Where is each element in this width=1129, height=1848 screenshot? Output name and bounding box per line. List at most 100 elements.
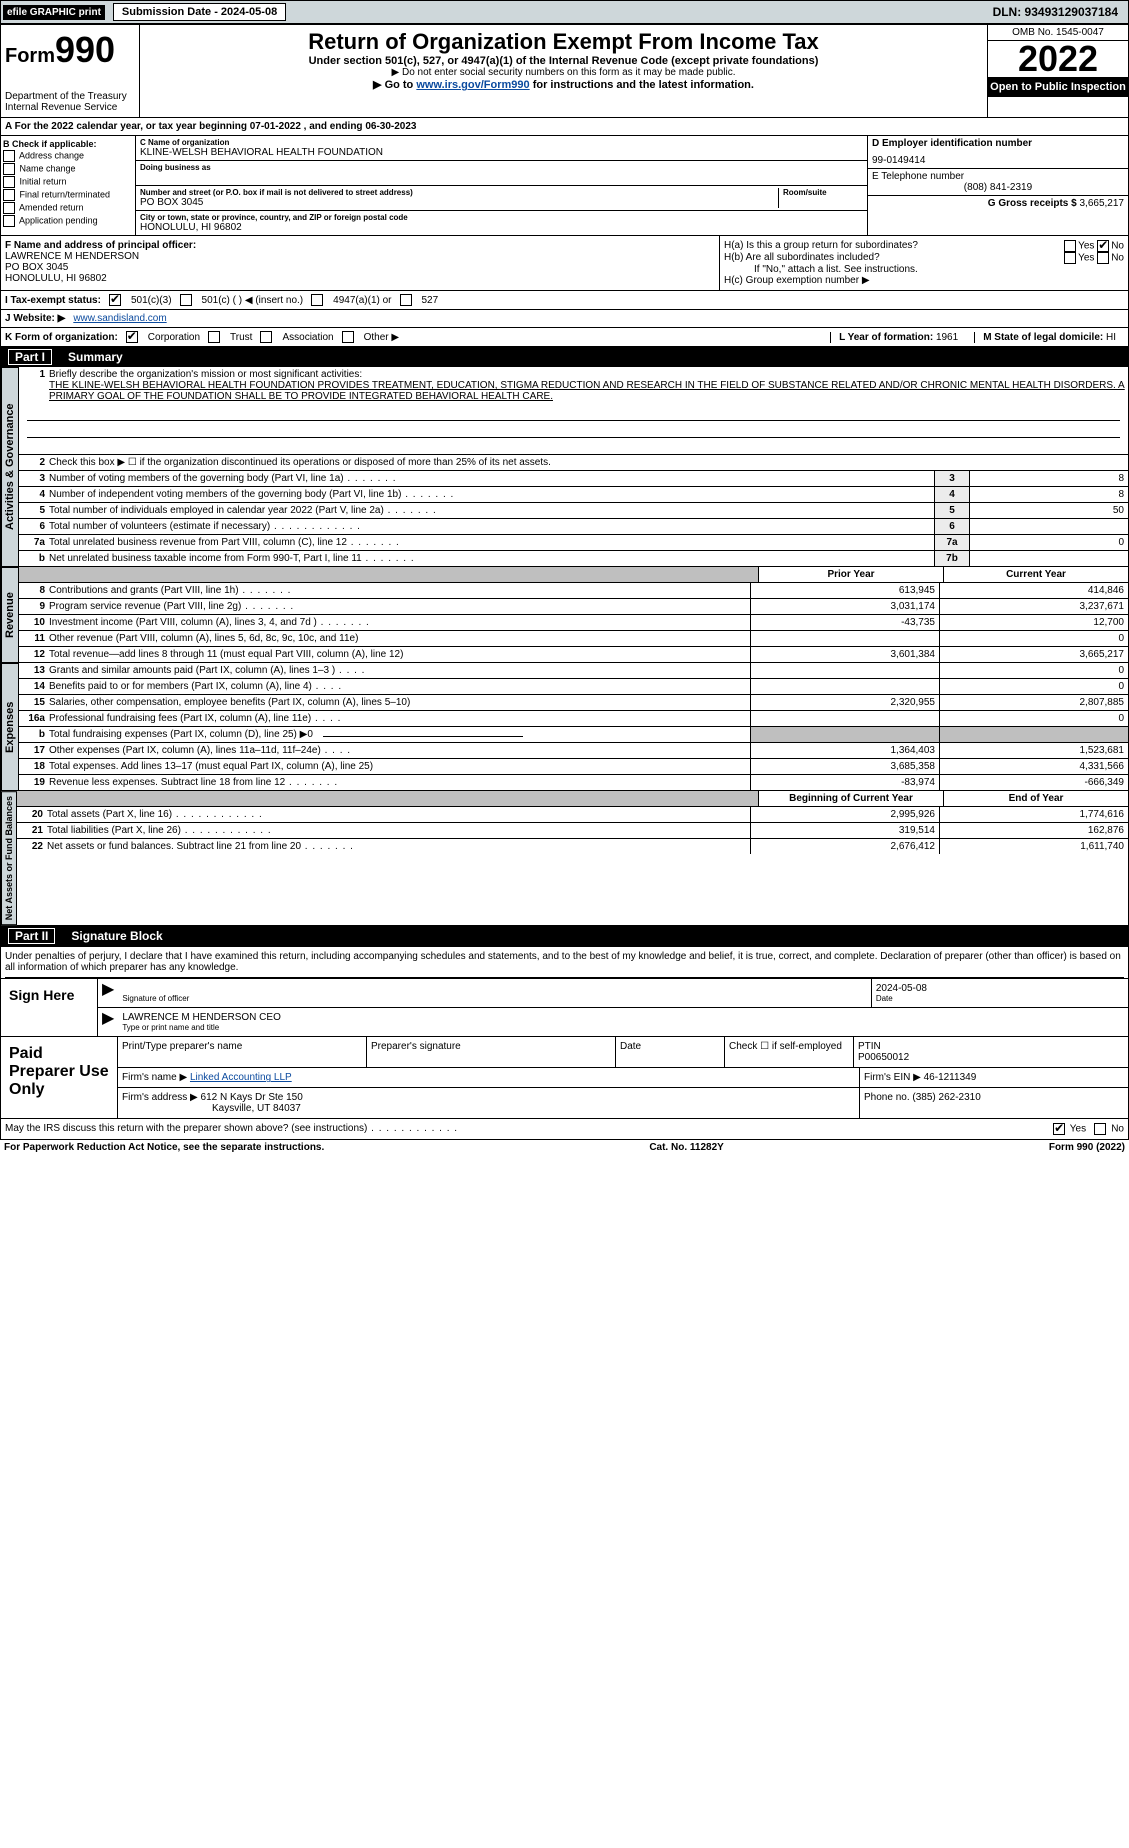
- current-year-header: Current Year: [943, 567, 1128, 582]
- c-name-label: C Name of organization: [140, 138, 863, 147]
- irs-link[interactable]: www.irs.gov/Form990: [416, 79, 529, 91]
- line-a: A For the 2022 calendar year, or tax yea…: [0, 118, 1129, 136]
- line-12-current: 3,665,217: [939, 647, 1128, 662]
- checkbox-501c3[interactable]: [109, 294, 121, 306]
- line-9-prior: 3,031,174: [750, 599, 939, 614]
- checkbox-corporation[interactable]: [126, 331, 138, 343]
- net-assets-section: Net Assets or Fund Balances Beginning of…: [0, 791, 1129, 926]
- line-19: Revenue less expenses. Subtract line 18 …: [47, 775, 750, 790]
- city-label: City or town, state or province, country…: [140, 213, 863, 222]
- line-8-prior: 613,945: [750, 583, 939, 598]
- ein-value: 99-0149414: [872, 155, 1124, 166]
- checkbox-527[interactable]: [400, 294, 412, 306]
- ptin-label: PTIN: [858, 1041, 1124, 1052]
- line-6-value: [969, 519, 1128, 534]
- checkbox-trust[interactable]: [208, 331, 220, 343]
- checkbox-hb-no[interactable]: [1097, 252, 1109, 264]
- checkbox-hb-yes[interactable]: [1064, 252, 1076, 264]
- line-17-current: 1,523,681: [939, 743, 1128, 758]
- line-j: J Website: ▶ www.sandisland.com: [0, 310, 1129, 328]
- line-17: Other expenses (Part IX, column (A), lin…: [47, 743, 750, 758]
- b-check-applicable: B Check if applicable: Address change Na…: [1, 136, 136, 235]
- line-22: Net assets or fund balances. Subtract li…: [45, 839, 750, 854]
- line-21-prior: 319,514: [750, 823, 939, 838]
- part-i-header: Part I Summary: [0, 347, 1129, 367]
- officer-addr1: PO BOX 3045: [5, 262, 715, 273]
- officer-name-title: LAWRENCE M HENDERSON CEO: [122, 1012, 1124, 1023]
- line-7a: Total unrelated business revenue from Pa…: [47, 535, 934, 550]
- line-13-prior: [750, 663, 939, 678]
- paid-preparer-label: Paid Preparer Use Only: [1, 1037, 118, 1118]
- firm-address-label: Firm's address ▶: [122, 1092, 198, 1103]
- line-11: Other revenue (Part VIII, column (A), li…: [47, 631, 750, 646]
- street-label: Number and street (or P.O. box if mail i…: [140, 188, 778, 197]
- firm-address-1: 612 N Kays Dr Ste 150: [201, 1092, 303, 1103]
- checkbox-address-change[interactable]: [3, 150, 15, 162]
- firm-address-2: Kaysville, UT 84037: [212, 1103, 301, 1114]
- website-link[interactable]: www.sandisland.com: [73, 313, 166, 324]
- checkbox-application-pending[interactable]: [3, 215, 15, 227]
- revenue-section: Revenue Prior Year Current Year 8Contrib…: [0, 567, 1129, 663]
- dba-label: Doing business as: [140, 163, 863, 172]
- year-formation: 1961: [936, 332, 958, 343]
- firm-name-link[interactable]: Linked Accounting LLP: [190, 1072, 292, 1083]
- subtitle-2: ▶ Do not enter social security numbers o…: [144, 67, 983, 78]
- line-9: Program service revenue (Part VIII, line…: [47, 599, 750, 614]
- sig-date: 2024-05-08: [876, 983, 1124, 994]
- mission-text: THE KLINE-WELSH BEHAVIORAL HEALTH FOUNDA…: [49, 380, 1125, 402]
- open-inspection: Open to Public Inspection: [988, 77, 1128, 97]
- l-label: L Year of formation:: [839, 332, 933, 343]
- may-discuss-line: May the IRS discuss this return with the…: [0, 1119, 1129, 1140]
- part-ii-label: Part II: [8, 928, 55, 944]
- signature-block: Under penalties of perjury, I declare th…: [0, 946, 1129, 1119]
- ptin-value: P00650012: [858, 1052, 1124, 1063]
- checkbox-name-change[interactable]: [3, 163, 15, 175]
- end-year-header: End of Year: [943, 791, 1128, 806]
- line-11-current: 0: [939, 631, 1128, 646]
- line-3-value: 8: [969, 471, 1128, 486]
- line-16a-current: 0: [939, 711, 1128, 726]
- checkbox-4947[interactable]: [311, 294, 323, 306]
- line-15: Salaries, other compensation, employee b…: [47, 695, 750, 710]
- preparer-sig-label: Preparer's signature: [371, 1041, 611, 1052]
- line-19-current: -666,349: [939, 775, 1128, 790]
- line-20-current: 1,774,616: [939, 807, 1128, 822]
- form-header: Form990 Department of the Treasury Inter…: [0, 24, 1129, 118]
- line-13: Grants and similar amounts paid (Part IX…: [47, 663, 750, 678]
- checkbox-association[interactable]: [260, 331, 272, 343]
- line-klm: K Form of organization: Corporation Trus…: [0, 328, 1129, 347]
- dept-treasury: Department of the Treasury: [5, 91, 135, 102]
- arrow-icon: ▶: [98, 1008, 118, 1036]
- room-label: Room/suite: [783, 188, 863, 197]
- checkbox-initial-return[interactable]: [3, 176, 15, 188]
- checkbox-ha-yes[interactable]: [1064, 240, 1076, 252]
- checkbox-other[interactable]: [342, 331, 354, 343]
- checkbox-discuss-no[interactable]: [1094, 1123, 1106, 1135]
- city-state-zip: HONOLULU, HI 96802: [140, 222, 863, 233]
- line-20: Total assets (Part X, line 16): [45, 807, 750, 822]
- phone-label: E Telephone number: [872, 171, 1124, 182]
- cat-number: Cat. No. 11282Y: [649, 1142, 723, 1153]
- firm-ein-label: Firm's EIN ▶: [864, 1072, 921, 1083]
- line-20-prior: 2,995,926: [750, 807, 939, 822]
- section-fh: F Name and address of principal officer:…: [0, 236, 1129, 291]
- part-ii-title: Signature Block: [71, 929, 162, 943]
- checkbox-final-return[interactable]: [3, 189, 15, 201]
- checkbox-discuss-yes[interactable]: [1053, 1123, 1065, 1135]
- org-name: KLINE-WELSH BEHAVIORAL HEALTH FOUNDATION: [140, 147, 863, 158]
- checkbox-amended[interactable]: [3, 202, 15, 214]
- hc-label: H(c) Group exemption number ▶: [724, 275, 1124, 286]
- section-bcd: B Check if applicable: Address change Na…: [0, 136, 1129, 236]
- line-7b: Net unrelated business taxable income fr…: [47, 551, 934, 566]
- line-9-current: 3,237,671: [939, 599, 1128, 614]
- line-12-prior: 3,601,384: [750, 647, 939, 662]
- line-17-prior: 1,364,403: [750, 743, 939, 758]
- checkbox-501c[interactable]: [180, 294, 192, 306]
- line-11-prior: [750, 631, 939, 646]
- ein-label: D Employer identification number: [872, 138, 1124, 149]
- line-3: Number of voting members of the governin…: [47, 471, 934, 486]
- line-12: Total revenue—add lines 8 through 11 (mu…: [47, 647, 750, 662]
- line-6: Total number of volunteers (estimate if …: [47, 519, 934, 534]
- checkbox-ha-no[interactable]: [1097, 240, 1109, 252]
- line-2: Check this box ▶ ☐ if the organization d…: [47, 455, 1128, 470]
